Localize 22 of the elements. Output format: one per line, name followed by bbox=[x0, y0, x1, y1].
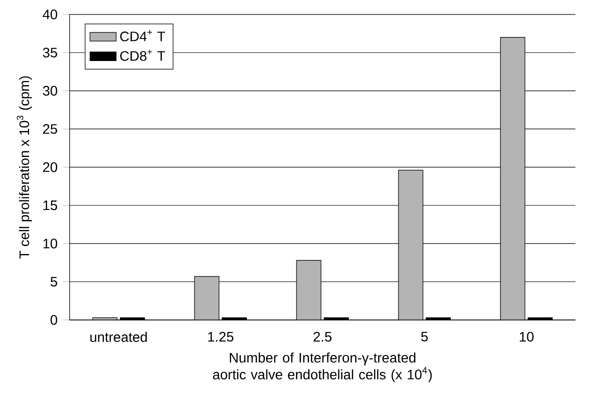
y-tick-label: 5 bbox=[50, 277, 58, 287]
y-tick-label: 35 bbox=[42, 48, 58, 58]
x-tick-label: untreated bbox=[90, 332, 147, 342]
y-tick-label: 0 bbox=[50, 315, 58, 325]
legend-label: CD4$^{+}$ T bbox=[120, 30, 166, 42]
bar bbox=[194, 276, 220, 320]
y-tick-label: 20 bbox=[43, 162, 58, 172]
x-axis-title: Number of Interferon-γ-treated aortic valve endothelial cells (x 10$^{4}$) bbox=[213, 352, 432, 382]
bar bbox=[296, 260, 322, 320]
x-tick-label: 5 bbox=[421, 332, 428, 342]
y-tick-label: 25 bbox=[43, 124, 58, 134]
x-tick-label: 1.25 bbox=[208, 332, 234, 342]
y-tick-label: 30 bbox=[42, 86, 58, 96]
y-tick-label: 15 bbox=[43, 200, 58, 210]
bar bbox=[500, 37, 526, 320]
bar bbox=[398, 170, 424, 320]
y-axis-title: T cell proliferation x 10$^{3}$ (cpm) bbox=[16, 76, 32, 259]
x-tick-label: 2.5 bbox=[314, 332, 332, 342]
legend-label: CD8$^{+}$ T bbox=[120, 50, 166, 62]
y-tick-label: 40 bbox=[42, 10, 58, 20]
x-tick-label: 10 bbox=[520, 332, 534, 342]
y-tick-label: 10 bbox=[43, 238, 58, 249]
